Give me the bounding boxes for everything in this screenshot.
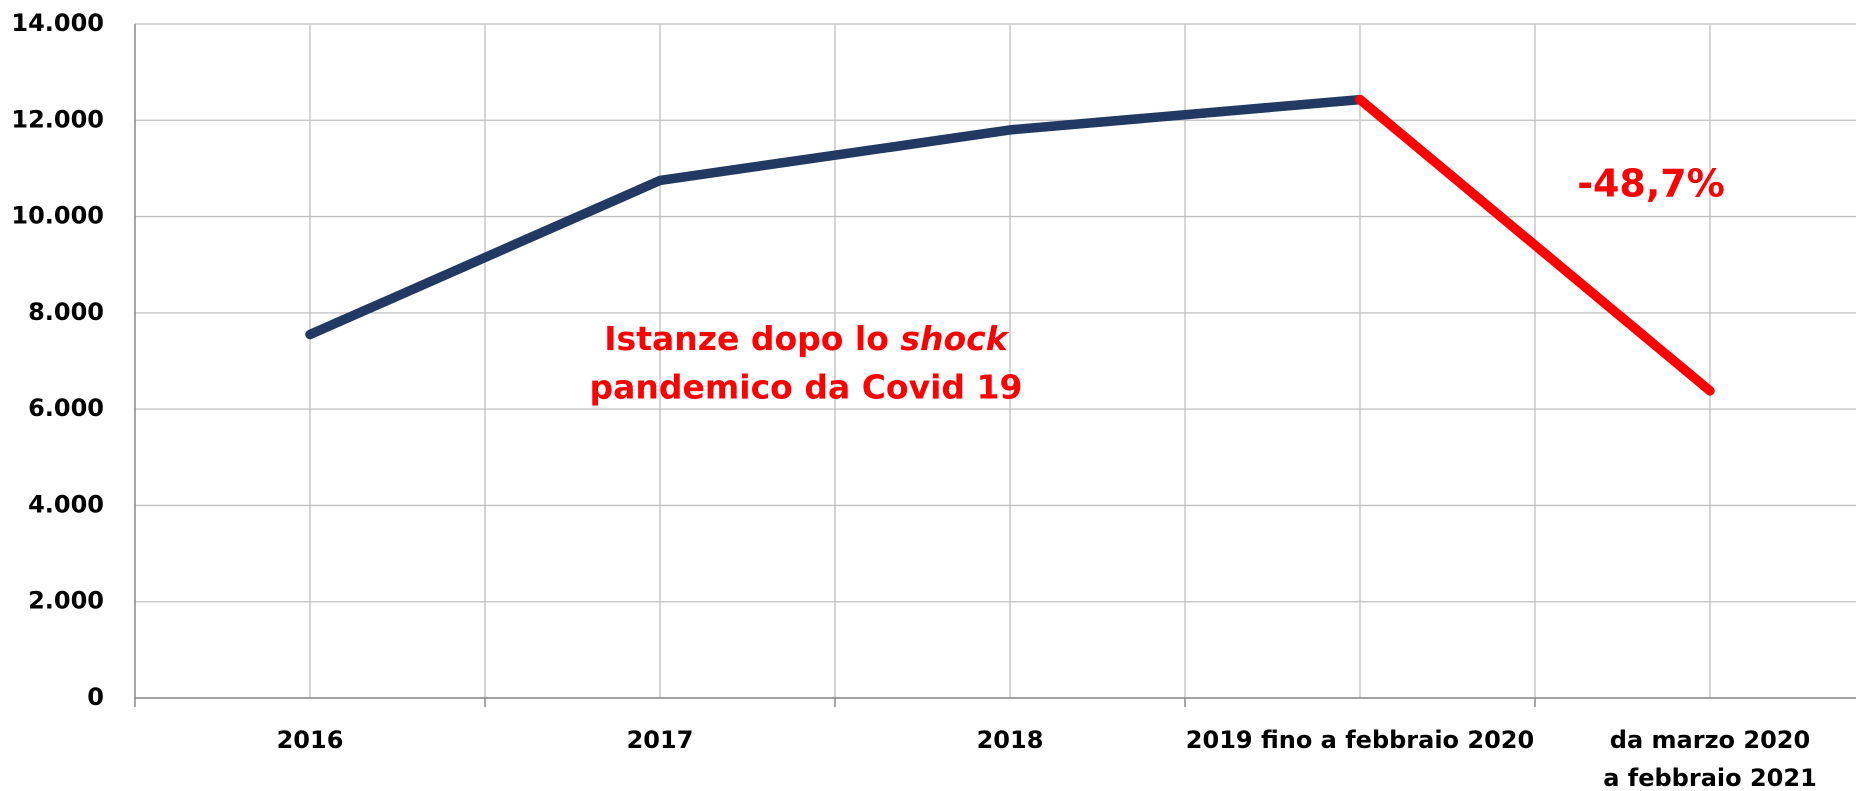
annotation: -48,7%: [1577, 162, 1725, 206]
y-tick-label: 2.000: [28, 587, 104, 615]
x-tick-label: a febbraio 2021: [1603, 764, 1817, 791]
x-tick-label: 2016: [277, 726, 344, 754]
y-tick-label: 0: [87, 683, 104, 711]
annotation-part: shock: [900, 319, 1009, 358]
x-tick-label: 2018: [977, 726, 1044, 754]
x-tick-label: 2017: [627, 726, 694, 754]
x-tick-label: 2019 fino a febbraio 2020: [1186, 726, 1534, 754]
annotation: Istanze dopo lo shock: [604, 319, 1009, 358]
x-tick-label: da marzo 2020: [1610, 726, 1810, 754]
y-tick-label: 4.000: [28, 490, 104, 518]
data-line: [1355, 94, 1715, 396]
y-tick-label: 14.000: [11, 9, 104, 37]
y-tick-label: 8.000: [28, 298, 104, 326]
y-tick-label: 6.000: [28, 394, 104, 422]
annotation: pandemico da Covid 19: [590, 368, 1023, 407]
y-tick-label: 12.000: [11, 105, 104, 133]
annotation-part: Istanze dopo lo: [604, 319, 900, 358]
data-line: [305, 94, 1365, 340]
y-tick-label: 10.000: [11, 202, 104, 230]
